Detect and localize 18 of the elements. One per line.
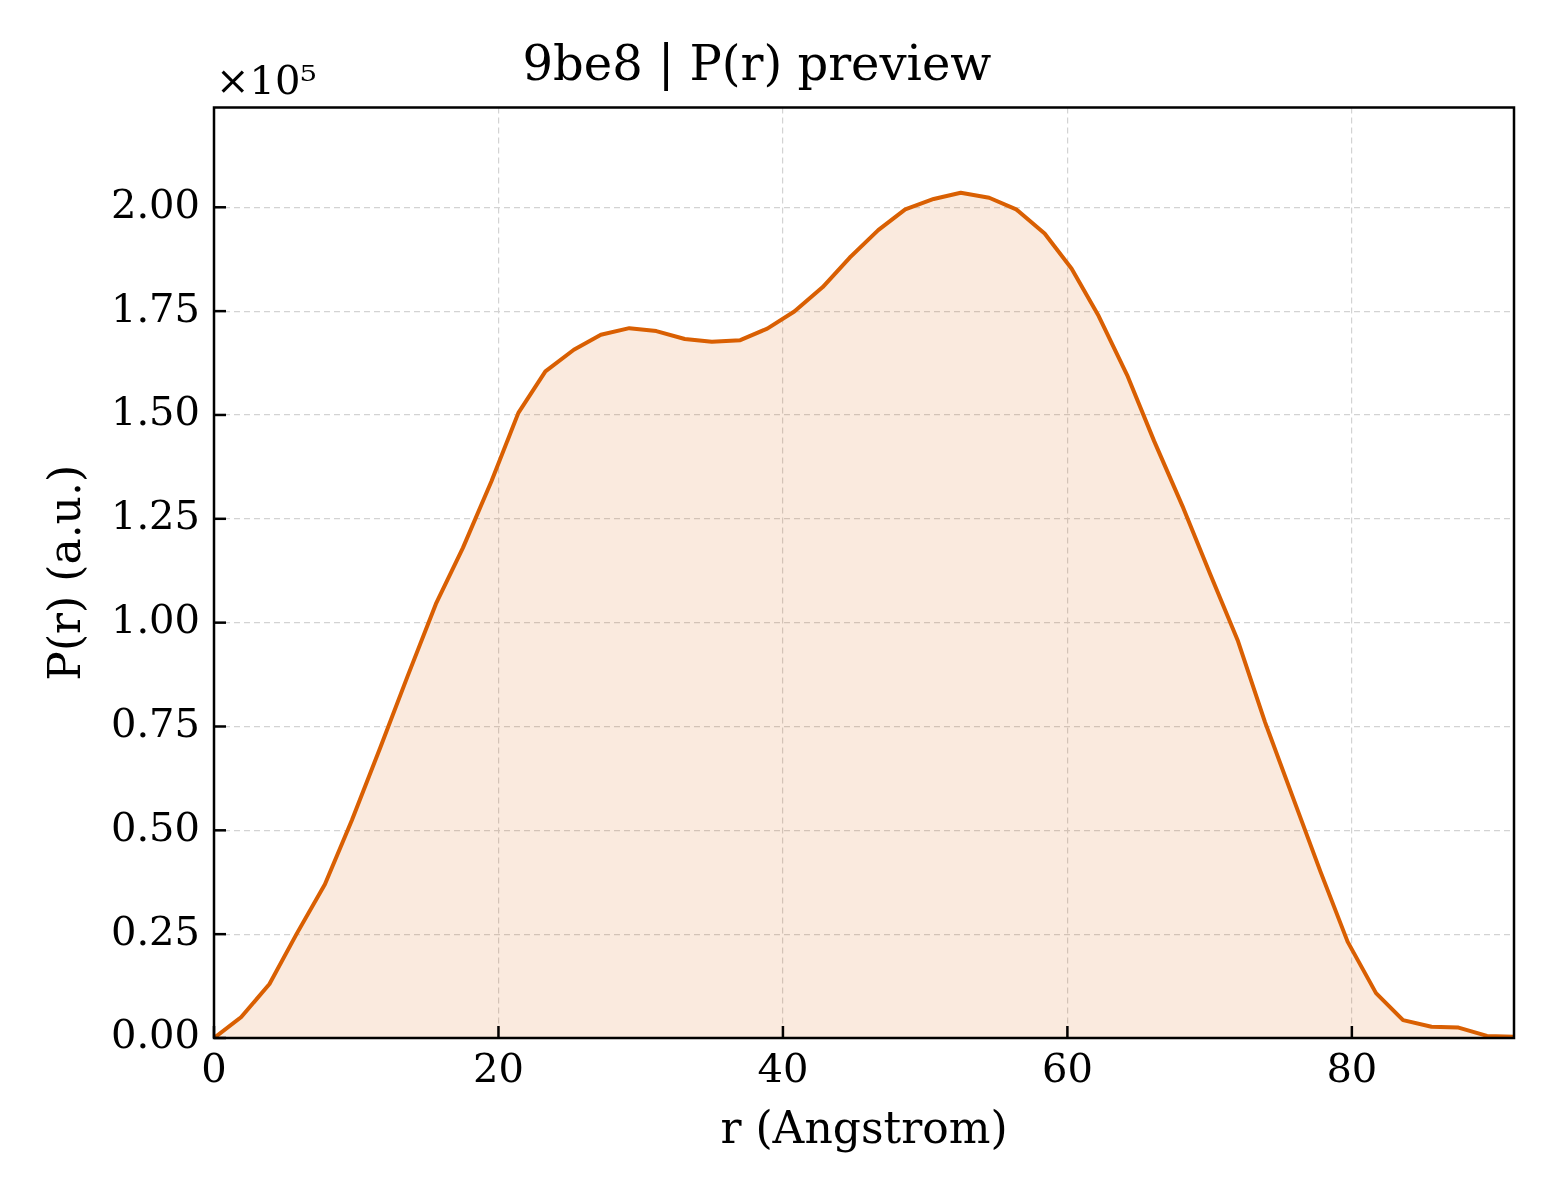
x-tick-label: 20 — [473, 1045, 524, 1092]
y-tick-label: 0.75 — [110, 699, 200, 746]
y-tick-label: 0.50 — [110, 803, 200, 850]
y-tick-label: 0.00 — [110, 1011, 200, 1058]
x-tick-label: 0 — [201, 1045, 227, 1092]
y-tick-label: 2.00 — [110, 180, 200, 227]
y-tick-label: 1.75 — [110, 284, 200, 331]
y-tick-label: 1.50 — [110, 388, 200, 435]
chart-title: 9be8 | P(r) preview — [522, 35, 992, 92]
x-tick-label: 40 — [757, 1045, 809, 1092]
x-tick-label: 80 — [1326, 1045, 1378, 1092]
y-axis-title: P(r) (a.u.) — [38, 464, 90, 681]
y-tick-label: 1.00 — [110, 596, 200, 643]
x-tick-label: 60 — [1041, 1045, 1093, 1092]
text: ×10⁵ — [216, 56, 317, 103]
x-axis-title: r (Angstrom) — [720, 1102, 1008, 1154]
y-tick-label: 0.25 — [110, 907, 200, 954]
y-tick-label: 1.25 — [110, 492, 200, 539]
